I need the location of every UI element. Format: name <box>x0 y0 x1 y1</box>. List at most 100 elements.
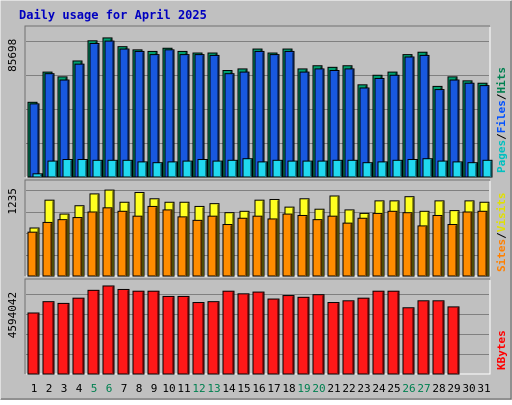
bar-kbytes-day-3 <box>57 302 70 375</box>
bar-shade <box>440 216 442 276</box>
bar-shade <box>55 162 57 177</box>
bar-shade <box>82 206 84 276</box>
bar-shade <box>397 76 399 177</box>
panel-3: 4594042 KBytes <box>6 278 508 375</box>
bar-pages-day-26 <box>407 159 418 178</box>
bar-pages-day-27 <box>422 158 433 178</box>
chart-title: Daily usage for April 2025 <box>19 8 207 22</box>
bar-shade <box>232 292 234 374</box>
bar-shade <box>277 200 279 276</box>
legend-entry: Files <box>495 100 508 133</box>
bar-shade <box>247 294 249 374</box>
bar-sites-day-15 <box>237 217 248 277</box>
bar-shade <box>322 210 324 276</box>
bar-shade <box>67 81 69 177</box>
bar-shade <box>457 211 459 276</box>
bar-shade <box>172 297 174 374</box>
bar-shade <box>262 201 264 276</box>
bar-shade <box>412 57 414 177</box>
bar-shade <box>310 162 312 177</box>
x-day-label: 2 <box>46 382 53 395</box>
bar-shade <box>472 201 474 276</box>
bar-shade <box>142 52 144 177</box>
bar-shade <box>52 302 54 374</box>
bar-shade <box>52 74 54 177</box>
bar-shade <box>232 213 234 276</box>
bar-shade <box>382 79 384 177</box>
bar-sites-day-23 <box>357 217 368 277</box>
bar-sites-day-18 <box>282 213 293 277</box>
bar-shade <box>355 161 357 177</box>
bar-kbytes-day-6 <box>102 285 115 375</box>
x-day-label: 7 <box>121 382 128 395</box>
x-day-label: 30 <box>462 382 475 395</box>
bar-pages-day-1 <box>32 173 43 178</box>
bar-sites-day-26 <box>402 212 413 277</box>
legend-vertical: Pages/Files/Hits <box>495 67 508 173</box>
bar-shade <box>352 301 354 374</box>
bar-shade <box>412 197 414 276</box>
bar-shade <box>172 50 174 178</box>
bar-sites-day-29 <box>447 224 458 277</box>
bar-shade <box>292 208 294 276</box>
bar-shade <box>160 163 162 177</box>
bar-pages-day-19 <box>302 160 313 178</box>
bar-kbytes-day-22 <box>342 300 355 375</box>
bar-shade <box>187 297 189 374</box>
x-day-label: 13 <box>207 382 220 395</box>
bar-shade <box>425 226 427 276</box>
bar-shade <box>82 65 84 177</box>
bar-pages-day-24 <box>377 161 388 178</box>
bar-shade <box>37 313 39 374</box>
bar-shade <box>247 212 249 276</box>
bar-shade <box>397 292 399 374</box>
bar-kbytes-day-18 <box>282 295 295 375</box>
bar-shade <box>70 160 72 177</box>
bar-sites-day-2 <box>42 221 53 277</box>
bar-pages-day-28 <box>437 160 448 178</box>
bar-shade <box>442 90 444 177</box>
bar-pages-day-30 <box>467 162 478 178</box>
bar-shade <box>460 162 462 177</box>
bar-shade <box>275 219 277 276</box>
bar-shade <box>277 55 279 177</box>
bar-pages-day-10 <box>167 161 178 178</box>
legend-vertical: Sites/Visits <box>495 193 508 273</box>
bar-shade <box>157 292 159 374</box>
bar-kbytes-day-12 <box>192 302 205 375</box>
bar-shade <box>472 84 474 177</box>
bar-shade <box>260 217 262 276</box>
bar-shade <box>370 163 372 177</box>
bar-shade <box>337 303 339 374</box>
plot-area-shadow <box>24 179 490 276</box>
bar-shade <box>277 300 279 374</box>
bar-pages-day-16 <box>257 161 268 178</box>
bar-sites-day-7 <box>117 210 128 277</box>
legend-entry: Pages <box>495 140 508 173</box>
bar-shade <box>320 220 322 276</box>
bar-shade <box>67 215 69 276</box>
legend-entry: Sites <box>495 239 508 272</box>
bar-shade <box>380 214 382 276</box>
bar-shade <box>100 161 102 177</box>
bar-sites-day-31 <box>477 210 488 277</box>
bar-sites-day-25 <box>387 210 398 277</box>
bar-shade <box>382 201 384 276</box>
bar-pages-day-2 <box>47 160 58 178</box>
bar-shade <box>367 299 369 374</box>
bar-shade <box>200 221 202 276</box>
bar-shade <box>95 213 97 276</box>
bar-pages-day-11 <box>182 160 193 178</box>
x-day-label: 15 <box>237 382 250 395</box>
x-day-label: 19 <box>297 382 310 395</box>
x-day-label: 16 <box>252 382 265 395</box>
bar-shade <box>175 162 177 177</box>
bar-pages-day-17 <box>272 159 283 178</box>
bar-shade <box>262 293 264 374</box>
x-day-label: 5 <box>91 382 98 395</box>
bar-shade <box>127 290 129 374</box>
bar-shade <box>217 204 219 276</box>
bar-shade <box>295 162 297 177</box>
x-day-label: 8 <box>136 382 143 395</box>
